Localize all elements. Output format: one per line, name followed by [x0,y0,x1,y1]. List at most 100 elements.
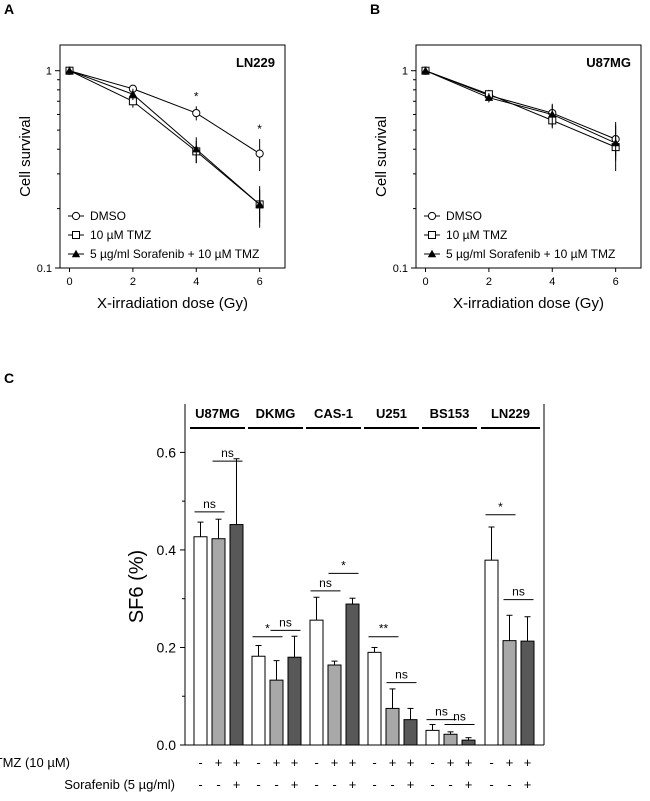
bar [211,538,226,746]
sorafenib-sign: - [216,777,220,792]
legend-label: 5 µg/ml Sorafenib + 10 µM TMZ [90,247,259,261]
legend-label: DMSO [446,209,482,223]
series-line [69,70,260,205]
sorafenib-sign: - [430,777,434,792]
series-2: 5 µg/ml Sorafenib + 10 µM TMZ [65,66,264,261]
legend-marker [428,231,436,239]
group-ln229: LN229--+-++*ns [481,406,540,792]
significance-label: * [265,622,270,636]
legend-label: DMSO [90,209,126,223]
y-tick-label: 0.0 [157,737,177,753]
x-tick-label: 6 [613,276,619,288]
sorafenib-sign: - [256,777,260,792]
cell-line-header: CAS-1 [314,406,353,421]
y-tick-label: 1 [402,66,408,78]
tmz-sign: - [489,755,493,770]
bar [461,739,476,746]
series-line [69,70,260,155]
plot-frame [415,44,642,269]
x-tick-label: 4 [193,276,199,288]
sorafenib-sign: - [448,777,452,792]
group-dkmg: DKMG--+-++* ns [248,406,303,792]
y-axis-label: Cell survival [373,116,390,197]
significance-label: ns [203,497,216,511]
sorafenib-sign: - [198,777,202,792]
data-point [548,110,557,118]
sorafenib-sign: + [407,777,415,792]
sorafenib-sign: - [274,777,278,792]
bar [229,524,244,746]
tmz-sign: - [314,755,318,770]
cell-line-header: U87MG [195,406,240,421]
significance-label: ns [512,585,525,599]
legend-label: 5 µg/ml Sorafenib + 10 µM TMZ [446,247,615,261]
series-0: * * DMSO [65,66,264,223]
tmz-sign: - [198,755,202,770]
data-point [192,108,201,118]
tmz-sign: + [273,755,281,770]
bar [484,559,499,746]
significance-label: ** [379,622,389,636]
tmz-sign: + [291,755,299,770]
significance-label: ns [221,446,234,460]
series-line [425,70,616,144]
panel-label: B [370,1,380,17]
bar [309,619,324,746]
tmz-sign: - [256,755,260,770]
significance-mark: * [194,89,199,103]
x-tick-label: 4 [549,276,555,288]
series-line [425,70,616,140]
series-2: 5 µg/ml Sorafenib + 10 µM TMZ [421,66,620,261]
tmz-sign: + [215,755,223,770]
survival-panel-a: A 0 2 4 6 0.1 1 X-irradiation dose (Gy) Cell sur… [4,1,286,312]
sorafenib-sign: + [349,777,357,792]
tmz-sign: - [430,755,434,770]
bar [502,640,517,746]
significance-mark: * [257,122,262,136]
y-tick-label: 0.6 [157,444,177,460]
tmz-sign: + [331,755,339,770]
y-tick-label: 1 [46,66,52,78]
tmz-sign: + [349,755,357,770]
sorafenib-sign: - [372,777,376,792]
cell-line-header: LN229 [491,406,530,421]
bar [193,536,208,746]
significance-label: * [498,500,503,514]
cell-line-label: U87MG [586,55,631,70]
tmz-sign: - [372,755,376,770]
legend-marker [71,211,81,221]
tmz-sign: + [407,755,415,770]
bar [367,651,382,746]
data-point [255,149,264,158]
x-tick-label: 2 [486,276,492,288]
cell-line-header: U251 [376,406,407,421]
sorafenib-sign: + [291,777,299,792]
significance-label: ns [435,705,448,719]
tmz-sign: + [233,755,241,770]
tmz-sign: + [447,755,455,770]
x-tick-label: 0 [422,276,428,288]
data-point [611,138,620,147]
significance-label: * [341,558,346,572]
cell-line-label: LN229 [236,55,275,70]
tmz-sign: + [506,755,514,770]
tmz-sign: + [524,755,532,770]
sorafenib-sign: - [489,777,493,792]
sorafenib-sign: + [465,777,473,792]
x-tick-label: 0 [66,276,72,288]
survival-panel-b: B 0 2 4 6 0.1 1 X-irradiation dose (Gy) Cell sur… [370,1,642,312]
row-label-sorafenib: Sorafenib (5 µg/ml) [64,777,175,792]
row-label-tmz: TMZ (10 µM) [0,755,70,770]
x-axis-label: X-irradiation dose (Gy) [453,295,604,312]
sorafenib-sign: - [507,777,511,792]
legend-label: 10 µM TMZ [90,228,151,242]
bar [269,679,284,746]
data-point [255,200,264,208]
bar [287,656,302,746]
bar [327,664,342,746]
legend-marker [427,211,437,221]
